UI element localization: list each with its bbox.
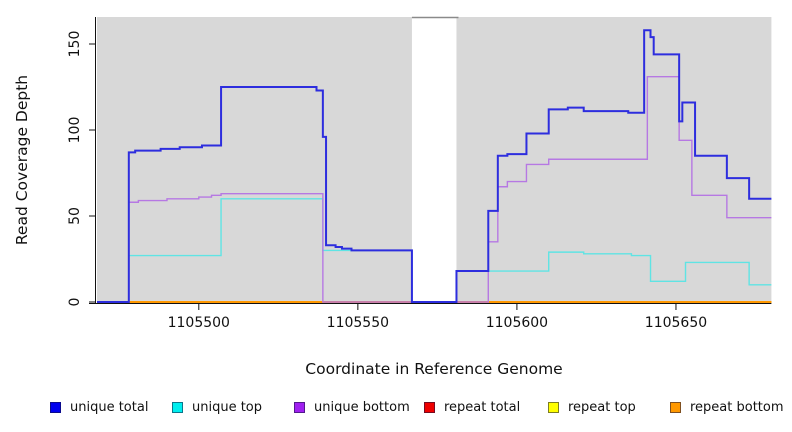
legend-swatch-unique-top — [172, 401, 183, 413]
legend-item-repeat-total: repeat total — [424, 399, 520, 415]
legend-label-repeat-top: repeat top — [568, 399, 636, 415]
legend-label-repeat-total: repeat total — [444, 399, 521, 415]
legend-label-repeat-bottom: repeat bottom — [690, 399, 784, 415]
legend-swatch-unique-total — [50, 401, 61, 413]
y-axis-title: Read Coverage Depth — [13, 75, 31, 245]
x-tick-label: 1105550 — [327, 315, 389, 331]
legend-item-unique-bottom: unique bottom — [294, 399, 410, 415]
x-tick-label: 1105500 — [168, 315, 230, 331]
legend-swatch-unique-bottom — [294, 401, 305, 413]
y-tick-label: 150 — [67, 31, 83, 58]
legend-item-repeat-top: repeat top — [548, 399, 636, 415]
y-tick-label: 0 — [67, 298, 83, 307]
legend-item-repeat-bottom: repeat bottom — [670, 399, 784, 415]
plot-background-left — [97, 17, 412, 303]
legend: unique total unique top unique bottom repea… — [0, 399, 792, 419]
x-tick-label: 1105600 — [486, 315, 548, 331]
legend-label-unique-bottom: unique bottom — [314, 399, 410, 415]
legend-label-unique-top: unique top — [192, 399, 263, 415]
legend-label-unique-total: unique total — [70, 399, 149, 415]
x-axis-title: Coordinate in Reference Genome — [305, 360, 562, 378]
x-tick-label: 1105650 — [645, 315, 707, 331]
y-tick-label: 100 — [67, 117, 83, 144]
series-line-unique-total — [97, 29, 772, 303]
legend-item-unique-total: unique total — [50, 399, 148, 415]
y-tick-label: 50 — [67, 207, 83, 225]
legend-item-unique-top: unique top — [172, 399, 262, 415]
plot-generated: 1105500 1105550 1105600 1105650 0 50 100 150 — [67, 16, 772, 331]
series-line-unique-top — [97, 198, 772, 303]
legend-swatch-repeat-total — [424, 401, 435, 413]
plot-background-right — [456, 17, 772, 303]
legend-swatch-repeat-bottom — [670, 401, 681, 413]
legend-swatch-repeat-top — [548, 401, 559, 413]
